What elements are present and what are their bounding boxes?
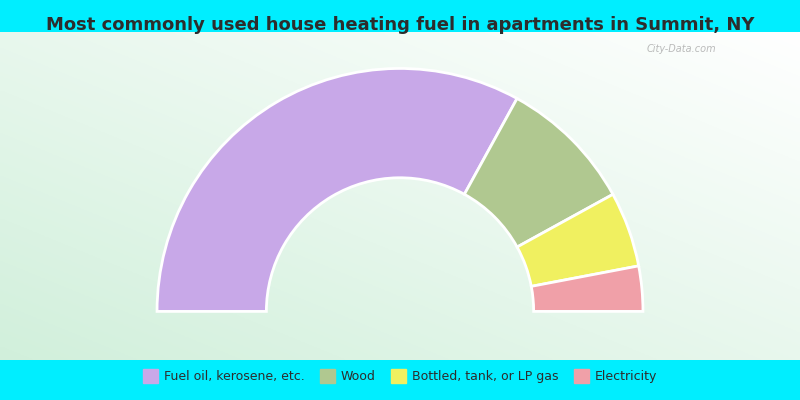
Legend: Fuel oil, kerosene, etc., Wood, Bottled, tank, or LP gas, Electricity: Fuel oil, kerosene, etc., Wood, Bottled,…: [138, 364, 662, 388]
Text: Most commonly used house heating fuel in apartments in Summit, NY: Most commonly used house heating fuel in…: [46, 16, 754, 34]
Wedge shape: [531, 266, 643, 312]
Wedge shape: [464, 98, 613, 247]
Text: City-Data.com: City-Data.com: [646, 44, 716, 54]
Wedge shape: [157, 68, 517, 312]
Wedge shape: [517, 194, 638, 286]
